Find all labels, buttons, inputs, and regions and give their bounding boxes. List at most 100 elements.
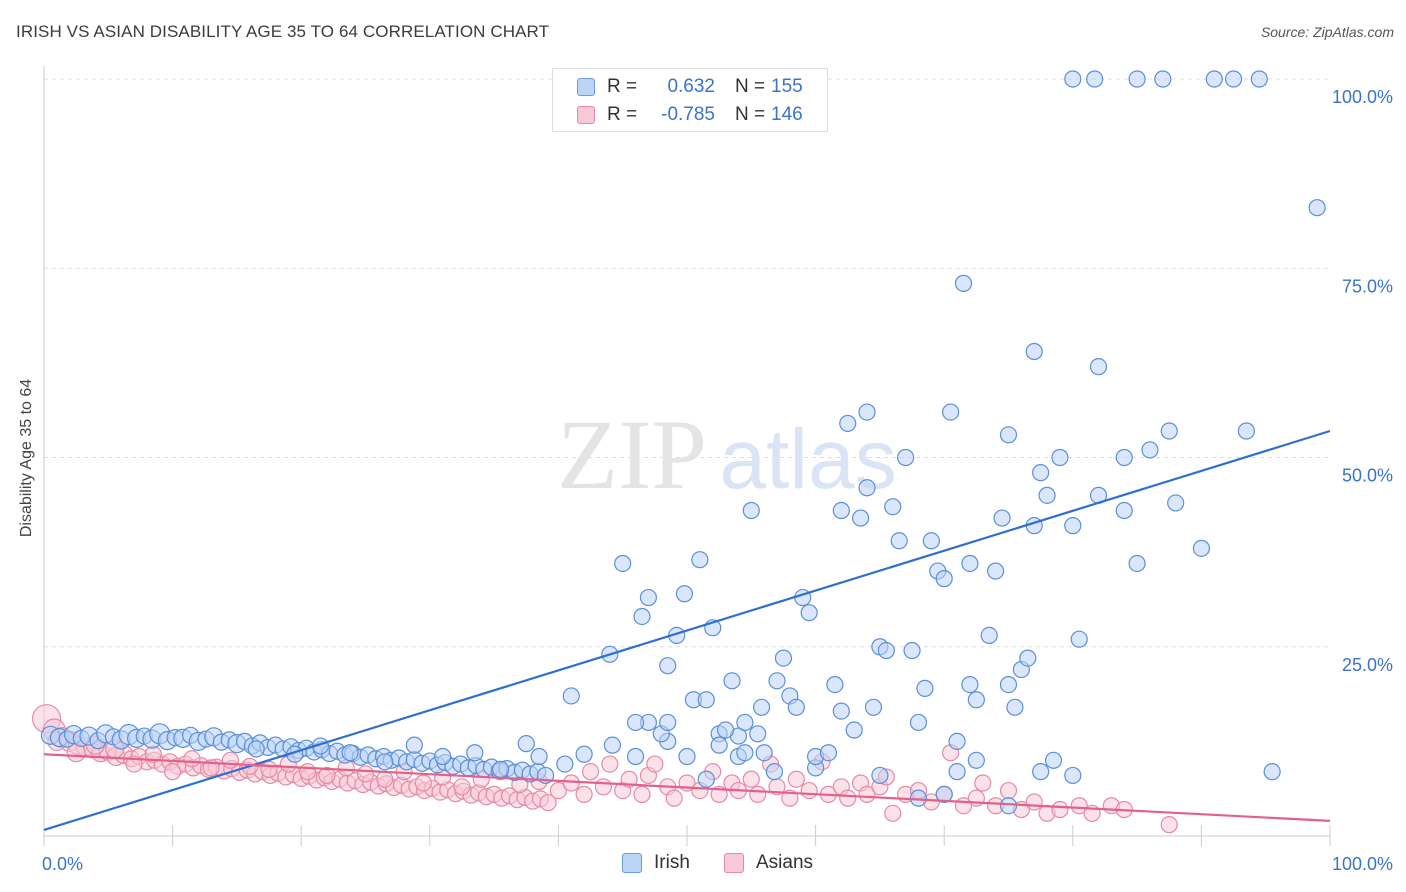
irish-point (1308, 199, 1326, 217)
asian-point (183, 750, 201, 768)
irish-point (987, 562, 1005, 580)
irish-point (697, 691, 715, 709)
irish-point (884, 498, 902, 516)
irish-point (1032, 763, 1050, 781)
watermark-zip: ZIP (557, 399, 707, 510)
irish-point (405, 736, 423, 754)
irish-point (1115, 501, 1133, 520)
asian-point (1051, 800, 1069, 819)
asian-point (299, 763, 317, 781)
legend-item-irish[interactable]: Irish (622, 852, 690, 874)
irish-point (839, 414, 857, 433)
irish-point (935, 785, 953, 803)
irish-point (832, 702, 850, 720)
irish-point (897, 448, 915, 467)
asian-point (633, 785, 651, 803)
asian-point (884, 804, 902, 822)
asian-point (1160, 816, 1178, 834)
irish-point (723, 672, 741, 690)
irish-point (626, 747, 645, 766)
asian-point (1070, 797, 1088, 815)
irish-point (819, 744, 838, 762)
irish-point (1154, 70, 1172, 88)
irish-point (466, 744, 484, 762)
irish-point (1019, 649, 1037, 667)
legend-n-value-asians: 146 (771, 104, 803, 125)
asian-point (453, 778, 471, 796)
irish-point (980, 626, 998, 644)
irish-point (999, 797, 1018, 815)
asian-trend-line (43, 753, 1331, 822)
irish-point (1237, 422, 1256, 440)
asian-point (1025, 793, 1043, 811)
asian-point (221, 751, 240, 769)
asian-point (376, 770, 394, 788)
irish-point (1128, 554, 1146, 573)
legend-item-asians[interactable]: Asians (724, 852, 813, 874)
asian-point (601, 755, 619, 773)
asian-point (742, 770, 760, 788)
asian-point (575, 785, 593, 803)
irish-point (1070, 630, 1088, 648)
irish-point (800, 604, 818, 622)
y-tick-label: 100.0% (1332, 87, 1393, 107)
trend-lines (43, 429, 1331, 831)
irish-point (1064, 766, 1082, 785)
irish-point (961, 554, 979, 573)
irish-point (633, 607, 651, 626)
irish-point (736, 744, 754, 762)
irish-point (1051, 448, 1069, 467)
irish-point (832, 501, 850, 520)
series-legend: Irish Asians (0, 852, 1406, 878)
asian-point (260, 760, 278, 778)
asian-point (356, 765, 375, 783)
asian-point (594, 778, 613, 796)
irish-point (556, 755, 574, 773)
irish-point (659, 657, 677, 675)
irish-point (954, 274, 973, 292)
legend-label-irish: Irish (654, 852, 690, 873)
asian-point (318, 766, 336, 785)
irish-point (1250, 70, 1268, 88)
irish-point (659, 713, 677, 732)
irish-point (1086, 70, 1104, 88)
irish-trend-line (43, 429, 1331, 831)
irish-point (993, 509, 1011, 527)
asian-point (562, 774, 580, 792)
irish-point (852, 509, 870, 527)
legend-n-label: N = (735, 104, 766, 125)
irish-point (1160, 422, 1178, 440)
irish-point (890, 532, 908, 550)
irish-points (40, 70, 1326, 815)
irish-point (614, 554, 632, 573)
irish-point (710, 736, 728, 754)
irish-point (755, 744, 773, 762)
legend-swatch-asians (577, 106, 595, 124)
legend-r-label: R = (607, 104, 638, 125)
irish-point (765, 763, 784, 781)
irish-point (736, 713, 754, 732)
x-tick-label: 0.0% (42, 854, 83, 874)
irish-point (903, 641, 921, 660)
legend-r-value-irish: 0.632 (667, 76, 715, 97)
irish-point (948, 763, 966, 781)
irish-point (575, 745, 593, 763)
irish-point (491, 760, 510, 778)
irish-point (877, 641, 895, 660)
irish-point (716, 721, 735, 739)
irish-point (626, 713, 645, 732)
legend-label-asians: Asians (756, 852, 814, 873)
irish-point (341, 744, 359, 762)
legend-n-value-irish: 155 (771, 76, 803, 97)
asian-points (31, 704, 1178, 834)
asian-point (999, 781, 1018, 800)
legend-n-label: N = (735, 76, 766, 97)
irish-point (999, 675, 1018, 694)
asian-point (620, 770, 638, 788)
asian-point (539, 794, 557, 812)
y-tick-labels: 25.0% 50.0% 75.0% 100.0% (1332, 87, 1393, 675)
irish-point (1263, 763, 1281, 781)
irish-point (697, 770, 715, 788)
irish-point (1224, 70, 1243, 88)
irish-point (742, 501, 760, 520)
